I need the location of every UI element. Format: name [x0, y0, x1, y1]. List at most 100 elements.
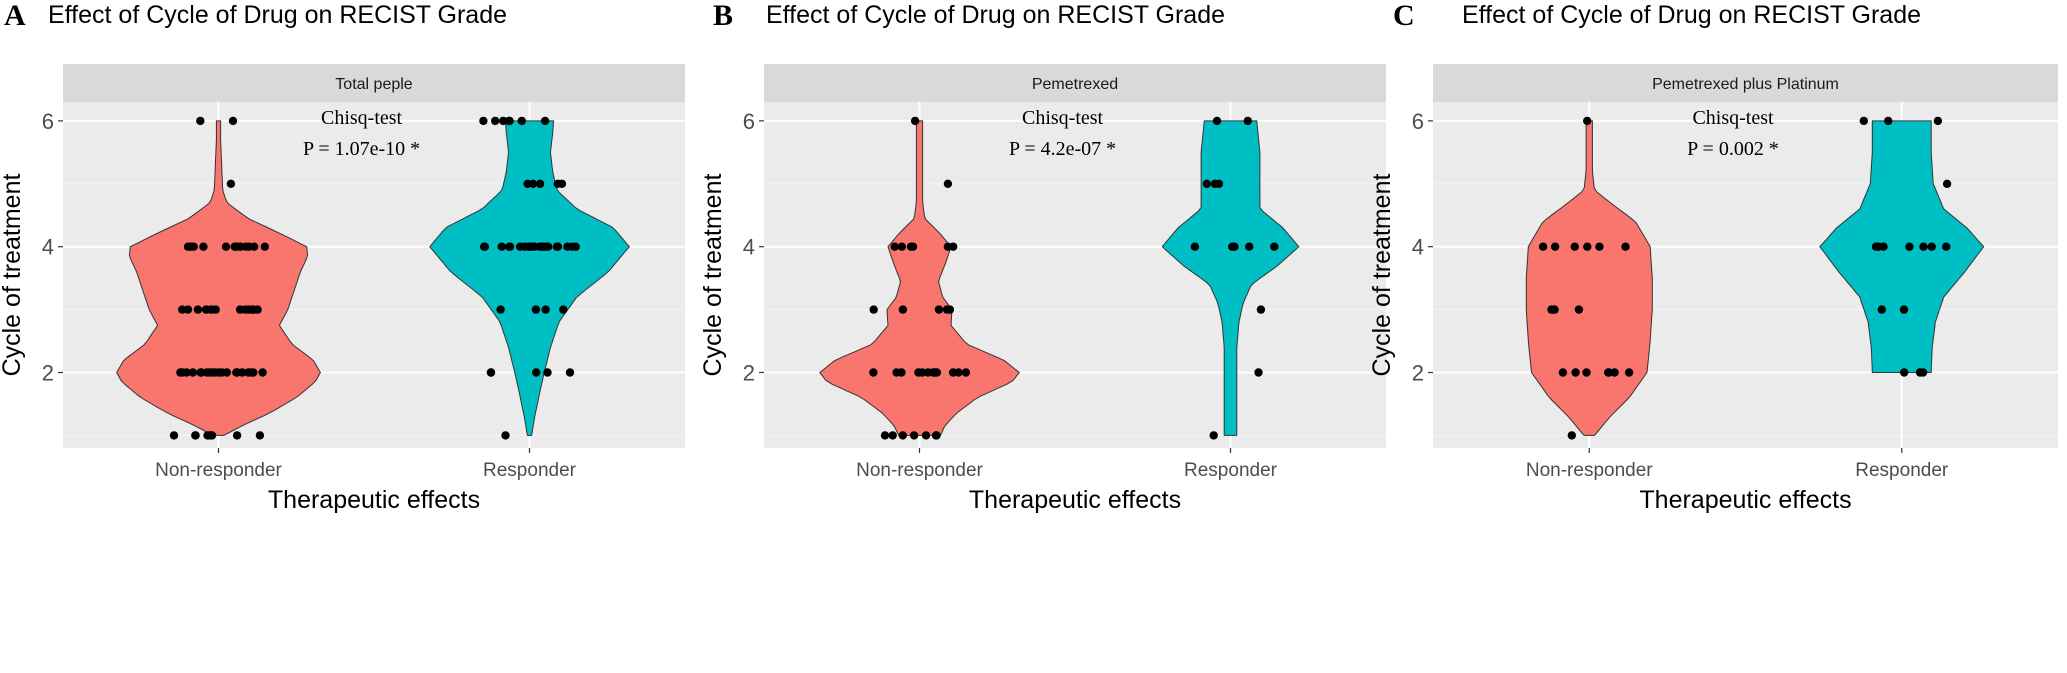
data-point: [1604, 368, 1613, 377]
data-point: [255, 431, 265, 440]
y-tick-label: 4: [743, 235, 755, 260]
data-point: [1254, 368, 1263, 377]
data-point: [517, 116, 526, 126]
data-point: [931, 431, 941, 440]
data-point: [557, 179, 567, 188]
data-point: [954, 368, 963, 377]
chart-title: Effect of Cycle of Drug on RECIST Grade: [48, 1, 507, 29]
facet-label: Pemetrexed plus Platinum: [1652, 76, 1839, 93]
data-point: [1899, 305, 1909, 314]
data-point: [199, 242, 208, 251]
data-point: [543, 368, 552, 377]
data-point: [178, 305, 187, 314]
data-point: [943, 179, 953, 188]
data-point: [260, 242, 269, 251]
data-point: [1256, 305, 1266, 314]
annotation-p-value: P = 1.07e-10 *: [303, 138, 420, 160]
data-point: [1942, 242, 1951, 251]
y-tick-label: 4: [1412, 235, 1424, 260]
data-point: [480, 242, 489, 251]
data-point: [1877, 305, 1887, 314]
data-point: [531, 305, 541, 314]
violin-non-responder: [116, 120, 321, 436]
data-point: [196, 368, 205, 377]
data-point: [1859, 116, 1869, 126]
y-axis-title: Cycle of treatment: [699, 174, 727, 377]
data-point: [1570, 242, 1579, 251]
y-axis-title: Cycle of treatment: [1368, 174, 1396, 377]
data-point: [191, 431, 200, 440]
data-point: [909, 431, 919, 440]
data-point: [890, 242, 899, 251]
x-axis-title: Therapeutic effects: [969, 486, 1181, 514]
data-point: [183, 305, 193, 314]
data-point: [169, 431, 179, 440]
data-point: [486, 368, 496, 377]
data-point: [552, 242, 561, 251]
data-point: [193, 305, 203, 314]
data-point: [524, 242, 533, 251]
x-axis-title: Therapeutic effects: [268, 486, 480, 514]
data-point: [1915, 368, 1925, 377]
data-point: [258, 368, 267, 377]
chart-title: Effect of Cycle of Drug on RECIST Grade: [766, 1, 1225, 29]
x-tick-label: Non-responder: [155, 460, 282, 481]
annotation-p-value: P = 0.002 *: [1687, 138, 1779, 160]
panel-a: A Effect of Cycle of Drug on RECIST Grade…: [0, 0, 685, 514]
data-point: [1595, 242, 1604, 251]
data-point: [929, 368, 939, 377]
annotation-p-value: P = 4.2e-07 *: [1009, 138, 1116, 160]
data-point: [176, 368, 185, 377]
data-point: [888, 431, 897, 440]
x-tick-label: Responder: [1855, 460, 1949, 481]
data-point: [541, 305, 550, 314]
data-point: [497, 242, 506, 251]
data-point: [499, 116, 508, 126]
data-point: [914, 368, 923, 377]
data-point: [942, 305, 952, 314]
panel-c: C Effect of Cycle of Drug on RECIST Grade…: [1368, 0, 2058, 514]
y-tick-label: 2: [42, 361, 54, 386]
data-point: [1879, 242, 1888, 251]
data-point: [898, 431, 907, 440]
y-tick-label: 2: [743, 361, 755, 386]
y-tick-label: 6: [42, 109, 54, 134]
data-point: [880, 431, 890, 440]
data-point: [1621, 242, 1630, 251]
panel-letter: B: [713, 0, 733, 32]
x-tick-label: Responder: [483, 460, 577, 481]
data-point: [244, 305, 253, 314]
data-point: [1228, 242, 1237, 251]
annotation-test: Chisq-test: [321, 107, 403, 129]
data-point: [187, 242, 196, 251]
data-point: [196, 116, 205, 126]
data-point: [1202, 179, 1212, 188]
data-point: [1571, 368, 1580, 377]
data-point: [542, 242, 551, 251]
data-point: [528, 179, 538, 188]
annotation-test: Chisq-test: [1022, 107, 1104, 129]
data-point: [961, 368, 971, 377]
data-point: [535, 179, 545, 188]
data-point: [1210, 179, 1220, 188]
data-point: [1212, 116, 1222, 126]
y-tick-label: 6: [1412, 109, 1424, 134]
data-point: [869, 368, 878, 377]
data-point: [235, 305, 245, 314]
violin-responder: [1161, 120, 1300, 436]
x-tick-label: Non-responder: [856, 460, 983, 481]
data-point: [869, 305, 878, 314]
data-point: [207, 431, 217, 440]
data-point: [232, 368, 241, 377]
facet-label: Pemetrexed: [1032, 76, 1118, 93]
data-point: [479, 116, 488, 126]
data-point: [565, 368, 575, 377]
data-point: [241, 242, 251, 251]
data-point: [1558, 368, 1568, 377]
data-point: [563, 242, 572, 251]
data-point: [221, 242, 231, 251]
facet-strip: [764, 64, 1386, 102]
data-point: [226, 179, 236, 188]
data-point: [1574, 305, 1584, 314]
